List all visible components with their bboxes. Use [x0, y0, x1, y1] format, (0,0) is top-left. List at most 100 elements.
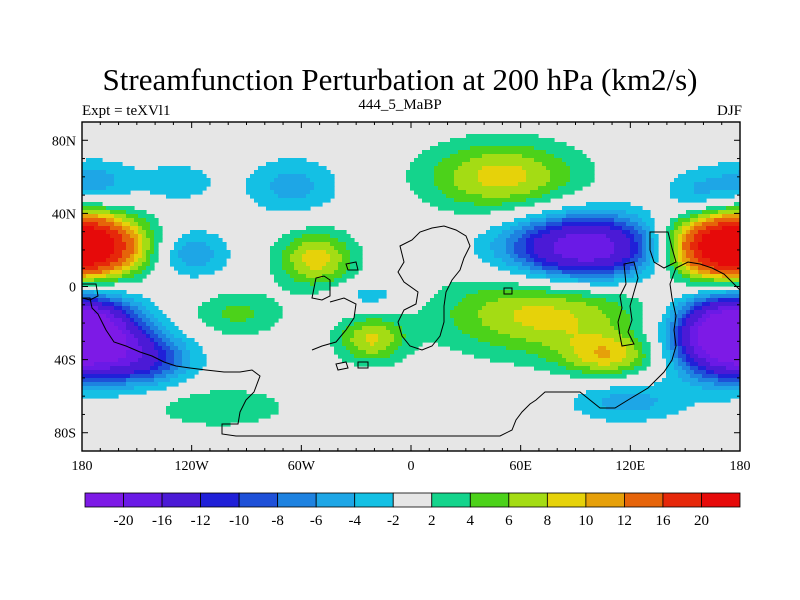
- contour-cell: [126, 354, 143, 359]
- contour-cell: [434, 178, 455, 183]
- contour-cell: [454, 198, 527, 203]
- contour-cell: [514, 218, 531, 223]
- contour-cell: [690, 382, 715, 387]
- contour-cell: [354, 330, 391, 335]
- y-axis-labels: 80N 40N 0 40S 80S: [52, 134, 76, 441]
- contour-cell: [642, 242, 647, 247]
- contour-cell: [122, 274, 135, 279]
- contour-cell: [658, 338, 667, 343]
- contour-cell: [350, 254, 363, 259]
- contour-cell: [682, 318, 687, 323]
- contour-cell: [678, 322, 683, 327]
- colorbar-label: 16: [655, 513, 671, 529]
- contour-cell: [698, 342, 740, 347]
- contour-cell: [658, 322, 667, 327]
- contour-cell: [498, 298, 567, 303]
- contour-cell: [114, 238, 123, 243]
- contour-cell: [330, 242, 347, 247]
- contour-cell: [530, 234, 543, 239]
- contour-cell: [294, 250, 307, 255]
- contour-cell: [678, 342, 683, 347]
- contour-cell: [142, 354, 159, 359]
- contour-cell: [470, 334, 511, 339]
- contour-cell: [354, 334, 367, 339]
- contour-cell: [178, 366, 191, 371]
- contour-cell: [358, 294, 387, 299]
- contour-cell: [502, 258, 515, 263]
- contour-cell: [462, 298, 499, 303]
- contour-cell: [414, 158, 443, 163]
- contour-cell: [302, 258, 331, 263]
- contour-cell: [94, 278, 119, 283]
- contour-cell: [110, 210, 127, 215]
- contour-cell: [182, 350, 191, 355]
- contour-cell: [678, 174, 723, 179]
- contour-cell: [122, 254, 131, 259]
- contour-fill: [82, 134, 740, 427]
- contour-cell: [706, 366, 727, 371]
- contour-cell: [718, 222, 740, 227]
- contour-cell: [82, 382, 127, 387]
- contour-cell: [254, 198, 331, 203]
- x-tick-label: 120E: [616, 459, 646, 474]
- contour-cell: [554, 250, 615, 255]
- contour-cell: [290, 274, 307, 279]
- contour-cell: [130, 266, 139, 271]
- contour-cell: [574, 398, 603, 403]
- contour-cell: [674, 362, 679, 367]
- contour-cell: [274, 242, 291, 247]
- contour-cell: [174, 354, 183, 359]
- contour-cell: [634, 238, 643, 243]
- contour-cell: [474, 246, 491, 251]
- contour-cell: [702, 234, 740, 239]
- contour-cell: [694, 254, 703, 259]
- contour-cell: [546, 222, 563, 227]
- contour-cell: [630, 218, 643, 223]
- contour-cell: [170, 254, 179, 259]
- contour-cell: [306, 262, 327, 267]
- contour-cell: [150, 310, 163, 315]
- contour-cell: [126, 310, 135, 315]
- contour-cell: [330, 342, 343, 347]
- contour-cell: [614, 262, 627, 267]
- colorbar: -20 -16 -12 -10 -8 -6 -4 -2 2 4 6 8 10 12 16 20: [84, 492, 741, 529]
- contour-cell: [642, 262, 651, 267]
- contour-cell: [174, 246, 183, 251]
- contour-cell: [514, 362, 559, 367]
- contour-cell: [490, 242, 507, 247]
- contour-cell: [710, 258, 740, 263]
- contour-cell: [610, 354, 627, 359]
- contour-cell: [610, 386, 703, 391]
- contour-cell: [394, 334, 407, 339]
- contour-cell: [82, 294, 107, 299]
- coastline-australia: [649, 231, 677, 269]
- contour-cell: [270, 262, 283, 267]
- contour-cell: [258, 202, 323, 207]
- contour-cell: [686, 170, 739, 175]
- contour-cell: [690, 306, 695, 311]
- contour-cell: [682, 346, 687, 351]
- contour-cell: [422, 150, 459, 155]
- contour-cell: [330, 234, 351, 239]
- contour-cell: [118, 358, 139, 363]
- contour-cell: [646, 254, 655, 259]
- contour-cell: [590, 366, 619, 371]
- coastline-arabia: [503, 287, 513, 295]
- contour-cell: [82, 346, 131, 351]
- contour-cell: [634, 358, 643, 363]
- contour-cell: [514, 242, 527, 247]
- contour-cell: [306, 274, 323, 279]
- contour-cell: [482, 194, 511, 199]
- contour-cell: [422, 306, 455, 311]
- contour-cell: [714, 266, 740, 271]
- contour-cell: [426, 302, 459, 307]
- contour-cell: [678, 258, 683, 263]
- contour-cell: [634, 342, 643, 347]
- contour-cell: [682, 274, 691, 279]
- contour-cell: [614, 270, 631, 275]
- contour-cell: [578, 330, 619, 335]
- contour-cell: [166, 410, 279, 415]
- contour-cell: [478, 234, 499, 239]
- contour-cell: [406, 170, 435, 175]
- contour-cell: [110, 310, 123, 315]
